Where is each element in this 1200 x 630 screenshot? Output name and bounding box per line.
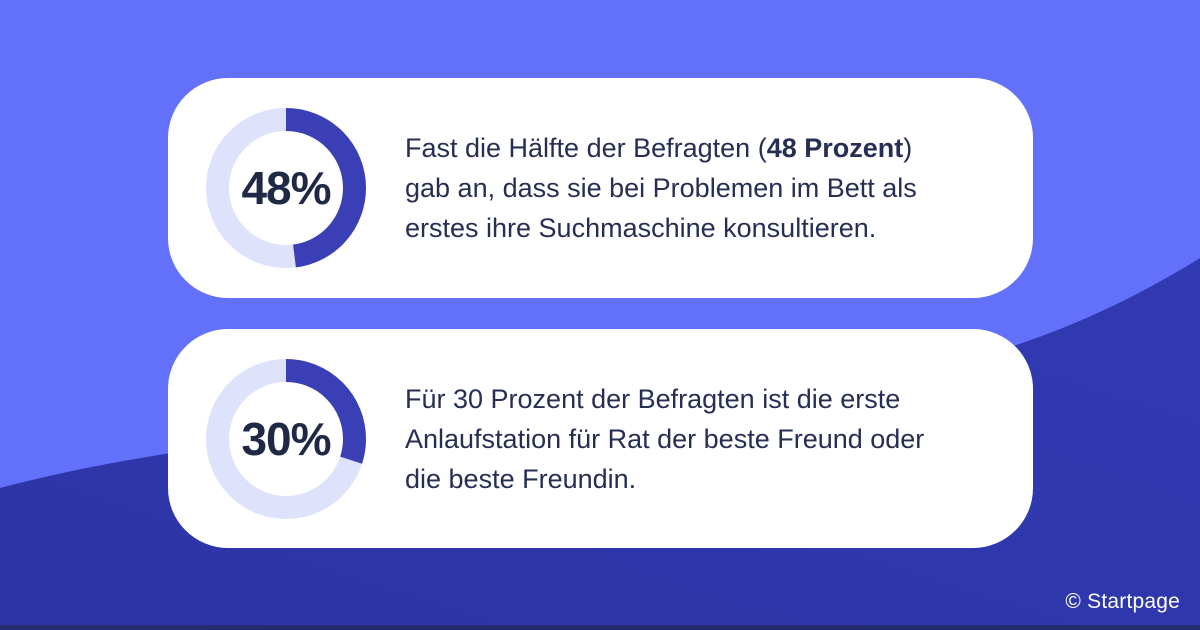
donut-svg [206,108,366,268]
bottom-accent-bar [0,625,1200,630]
donut-chart-48-percent: 48% [206,108,366,268]
stat-caption: Für 30 Prozent der Befragten ist die ers… [405,383,925,494]
stat-card-48-percent: 48% Fast die Hälfte der Befragten (48 Pr… [168,78,1033,298]
stat-card-30-percent: 30% Für 30 Prozent der Befragten ist die… [168,329,1033,548]
donut-chart-30-percent: 30% [206,358,366,519]
percent-label: 48% [241,162,331,214]
donut-arc [206,108,366,268]
percent-label: 30% [241,412,331,465]
stat-caption: Fast die Hälfte der Befragten (48 Prozen… [405,133,917,243]
donut-arc [206,358,366,519]
copyright-label: © Startpage [1065,590,1180,613]
donut-svg [206,358,366,519]
